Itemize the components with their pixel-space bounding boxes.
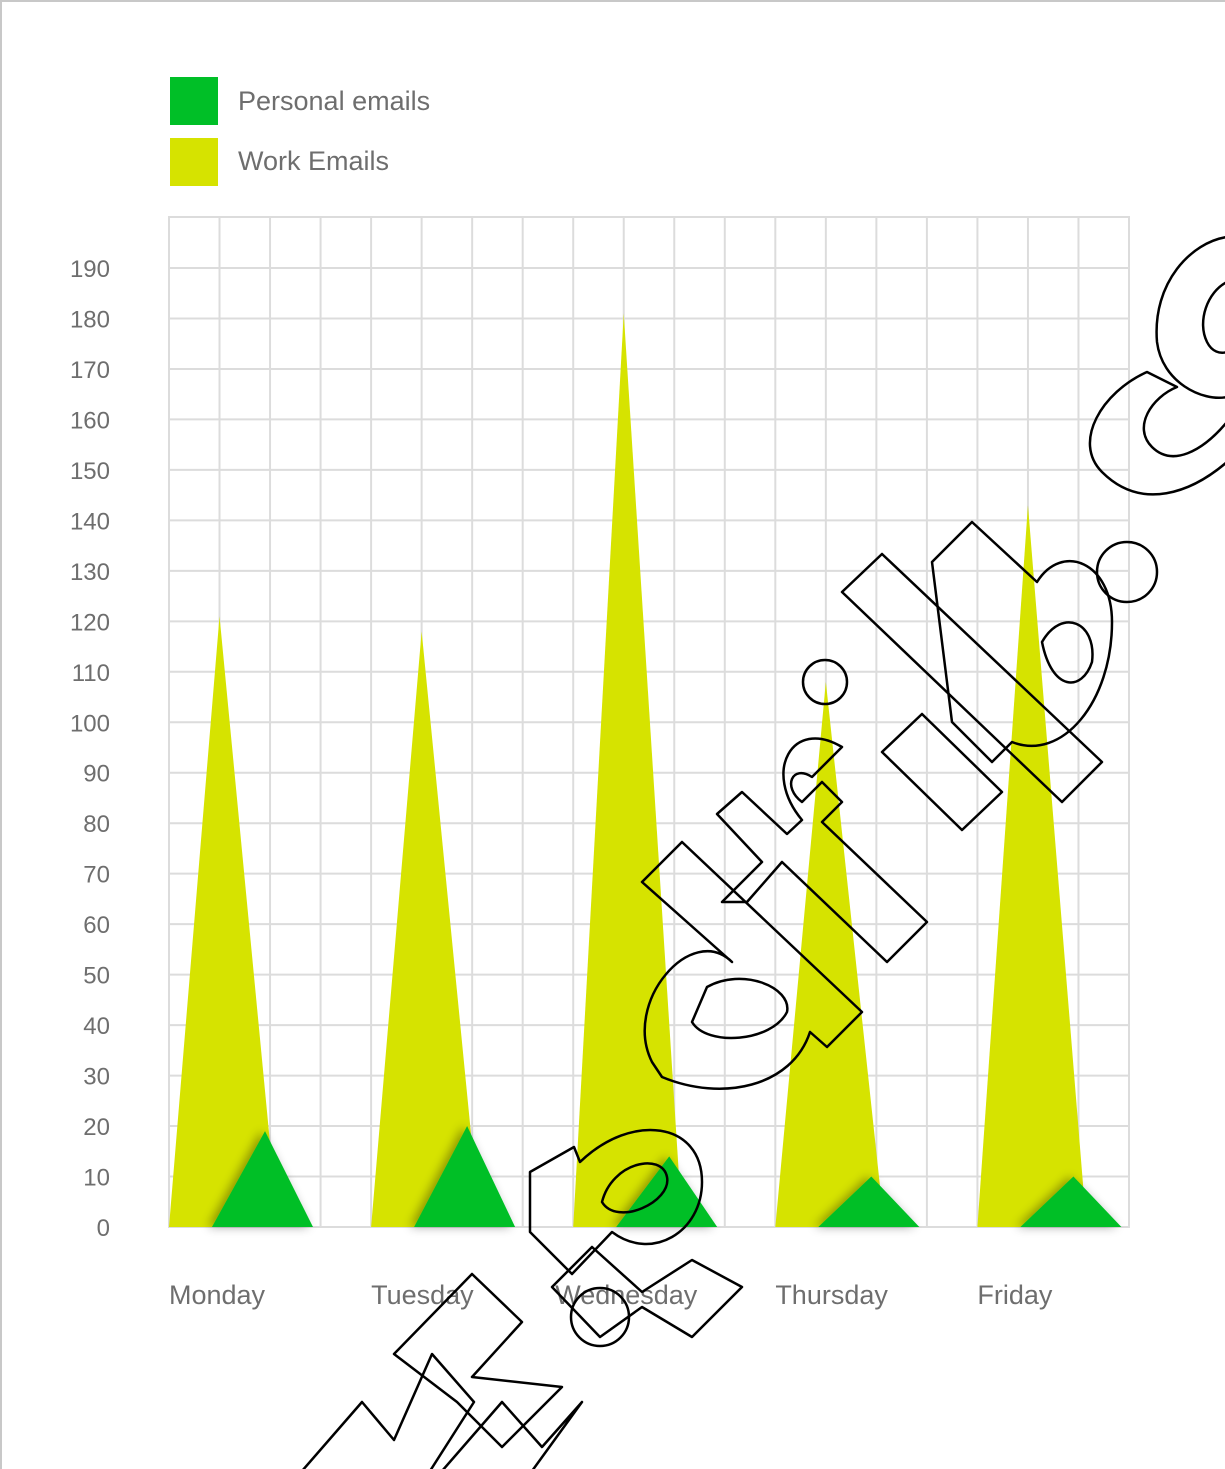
legend-label-work: Work Emails [238, 146, 389, 176]
watermark-letter-i-dot [801, 658, 849, 706]
watermark-letter-f [715, 737, 929, 964]
watermark-letter-o [1155, 236, 1225, 399]
y-tick-label: 60 [83, 912, 110, 939]
y-tick-label: 40 [83, 1013, 110, 1040]
y-tick-label: 0 [97, 1215, 110, 1242]
legend-label-personal: Personal emails [238, 86, 430, 116]
watermark-letter-l [840, 552, 1104, 804]
y-tick-label: 20 [83, 1114, 110, 1141]
work-emails-mark [169, 616, 279, 1227]
watermark-letter-p [528, 1128, 704, 1276]
y-tick-label: 50 [83, 963, 110, 990]
y-tick-label: 130 [70, 559, 110, 586]
watermark-dot-2 [1095, 540, 1159, 604]
personal-emails-mark [1020, 1176, 1122, 1227]
watermark-outline [302, 236, 1225, 1469]
work-emails-mark [371, 631, 481, 1227]
y-tick-label: 190 [70, 256, 110, 283]
y-tick-label: 160 [70, 407, 110, 434]
watermark-letter-w3 [392, 1272, 564, 1449]
y-tick-label: 170 [70, 357, 110, 384]
y-tick-label: 110 [72, 660, 110, 687]
work-emails-mark [775, 681, 885, 1227]
watermark-letter-w1 [302, 1352, 476, 1469]
x-category-label: Thursday [775, 1280, 888, 1310]
y-tick-label: 70 [83, 862, 110, 889]
work-emails-mark [977, 505, 1087, 1227]
personal-emails-mark [211, 1131, 313, 1227]
work-emails-mark [573, 313, 683, 1227]
legend: Personal emails Work Emails [170, 77, 430, 186]
y-tick-label: 140 [70, 508, 110, 535]
x-category-label: Tuesday [371, 1280, 474, 1310]
personal-emails-mark [414, 1126, 516, 1227]
y-axis-ticks: 0 10 20 30 40 50 60 70 80 90 100 110 120 130 140 150 160… [70, 256, 110, 1242]
x-category-label: Friday [977, 1280, 1053, 1310]
legend-swatch-personal [170, 77, 218, 125]
x-category-label: Monday [169, 1280, 266, 1310]
watermark-letter-b [930, 520, 1114, 764]
watermark-letter-i [880, 712, 1004, 832]
personal-emails-mark [818, 1176, 920, 1227]
watermark-letter-w2 [442, 1400, 584, 1469]
chart-marks [169, 313, 1122, 1227]
x-axis-labels: Monday Tuesday Wednesday Thursday Friday [169, 1280, 1053, 1310]
y-tick-label: 150 [70, 458, 110, 485]
y-tick-label: 180 [70, 306, 110, 333]
y-tick-label: 80 [83, 811, 110, 838]
watermark-letter-w4 [550, 1245, 744, 1339]
y-tick-label: 90 [83, 761, 110, 788]
watermark-letter-d [640, 840, 864, 1090]
y-tick-label: 30 [83, 1064, 110, 1091]
watermark-letter-c [1088, 370, 1225, 496]
y-tick-label: 120 [70, 609, 110, 636]
y-tick-label: 10 [83, 1165, 110, 1192]
legend-swatch-work [170, 138, 218, 186]
y-tick-label: 100 [70, 710, 110, 737]
